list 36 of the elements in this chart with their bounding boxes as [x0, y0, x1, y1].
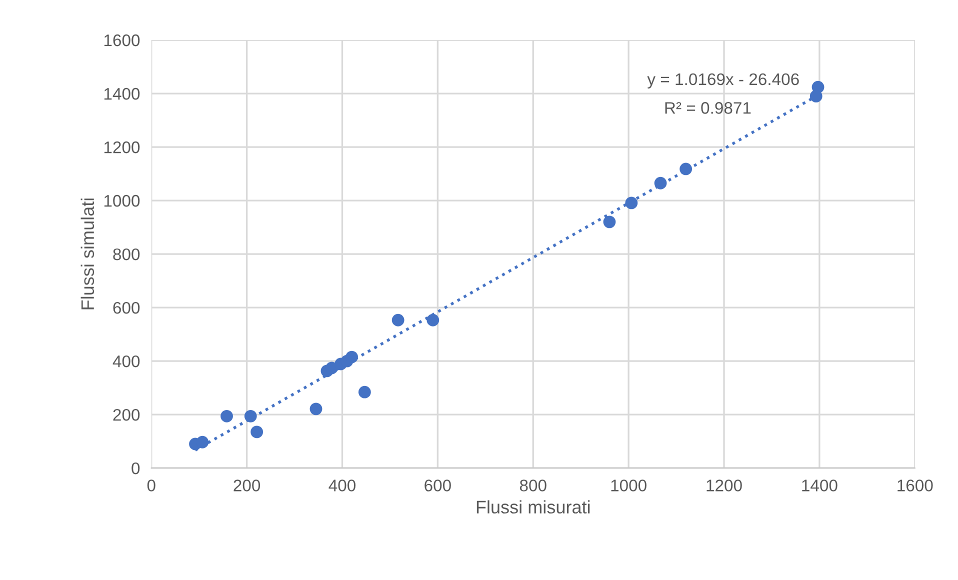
- x-tick-label: 1000: [611, 480, 646, 492]
- x-tick-label: 1400: [802, 480, 838, 492]
- y-tick-label: 1000: [104, 194, 140, 207]
- point: [680, 162, 692, 176]
- x-tick-label: 600: [424, 480, 451, 492]
- point: [358, 386, 371, 398]
- y-tick-label: 1200: [104, 141, 140, 154]
- point: [810, 90, 822, 102]
- point: [625, 196, 638, 210]
- point: [244, 410, 257, 422]
- x-tick-label: 200: [234, 480, 260, 492]
- point: [392, 314, 404, 326]
- x-tick-label: 400: [328, 480, 356, 492]
- point: [346, 350, 358, 364]
- point: [250, 426, 264, 438]
- y-tick-label: 800: [113, 248, 140, 260]
- point: [426, 314, 440, 326]
- x-tick-label: 0: [147, 480, 156, 492]
- y-axis-title: Flussi simulati: [80, 198, 94, 310]
- point: [654, 176, 667, 190]
- y-tick-label: 0: [132, 462, 140, 474]
- annotation: R² = 0.9871: [665, 102, 751, 114]
- y-tick-label: 200: [113, 408, 140, 421]
- point: [603, 216, 616, 228]
- x-axis-title: Flussi misurati: [476, 500, 590, 514]
- point: [310, 402, 322, 416]
- x-tick-label: 1200: [706, 480, 742, 492]
- point: [220, 410, 233, 422]
- y-tick-label: 400: [112, 355, 140, 368]
- annotation: y = 1.0169x - 26.406: [647, 73, 799, 88]
- x-tick-label: 1600: [898, 480, 933, 492]
- y-tick-label: 600: [113, 302, 140, 314]
- y-tick-label: 1600: [104, 34, 140, 46]
- point: [196, 436, 209, 448]
- x-tick-label: 800: [520, 480, 546, 492]
- y-tick-label: 1400: [104, 88, 140, 100]
